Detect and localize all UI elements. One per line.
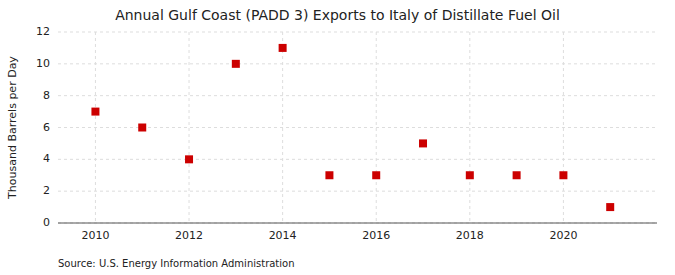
x-tick-label: 2018	[456, 229, 484, 242]
x-tick-label: 2010	[81, 229, 109, 242]
y-tick-label: 8	[43, 89, 50, 102]
x-tick-label: 2014	[269, 229, 297, 242]
y-grid-line	[58, 223, 657, 224]
x-grid-line	[563, 32, 564, 223]
point	[185, 155, 193, 163]
y-grid-line	[58, 95, 657, 96]
y-grid-line	[58, 159, 657, 160]
y-axis-label: Thousand Barrels per Day	[6, 56, 19, 200]
y-tick-label: 6	[43, 121, 50, 134]
y-tick-label: 10	[36, 57, 50, 70]
point	[513, 171, 521, 179]
x-grid-line	[469, 32, 470, 223]
x-tick-label: 2016	[362, 229, 390, 242]
point	[91, 108, 99, 116]
y-tick-label: 12	[36, 25, 50, 38]
y-tick-label: 2	[43, 184, 50, 197]
y-tick-label: 0	[43, 216, 50, 229]
grid	[58, 32, 657, 223]
chart-container: 0 2 4 6 8 10 12 2010 2012 2014 2016 2018 2020 Annual …	[0, 0, 675, 275]
x-tick-label: 2020	[549, 229, 577, 242]
tick-labels: 0 2 4 6 8 10 12 2010 2012 2014 2016 2018 2020	[36, 25, 577, 242]
point	[232, 60, 240, 68]
x-tick-label: 2012	[175, 229, 203, 242]
points	[91, 44, 614, 211]
x-grid-line	[189, 32, 190, 223]
x-grid-line	[95, 32, 96, 223]
y-grid-line	[58, 32, 657, 33]
x-grid-line	[376, 32, 377, 223]
point	[372, 171, 380, 179]
y-grid-line	[58, 63, 657, 64]
point	[466, 171, 474, 179]
point	[606, 203, 614, 211]
y-tick-label: 4	[43, 152, 50, 165]
y-grid-line	[58, 127, 657, 128]
annotation: Source: U.S. Energy Information Administ…	[58, 258, 295, 269]
point	[138, 124, 146, 132]
chart-svg: 0 2 4 6 8 10 12 2010 2012 2014 2016 2018 2020 Annual …	[0, 0, 675, 275]
point	[325, 171, 333, 179]
point	[559, 171, 567, 179]
point	[419, 139, 427, 147]
x-grid-line	[282, 32, 283, 223]
x-axis-line	[58, 223, 657, 224]
point	[279, 44, 287, 52]
title: Annual Gulf Coast (PADD 3) Exports to It…	[115, 7, 560, 23]
y-grid-line	[58, 191, 657, 192]
